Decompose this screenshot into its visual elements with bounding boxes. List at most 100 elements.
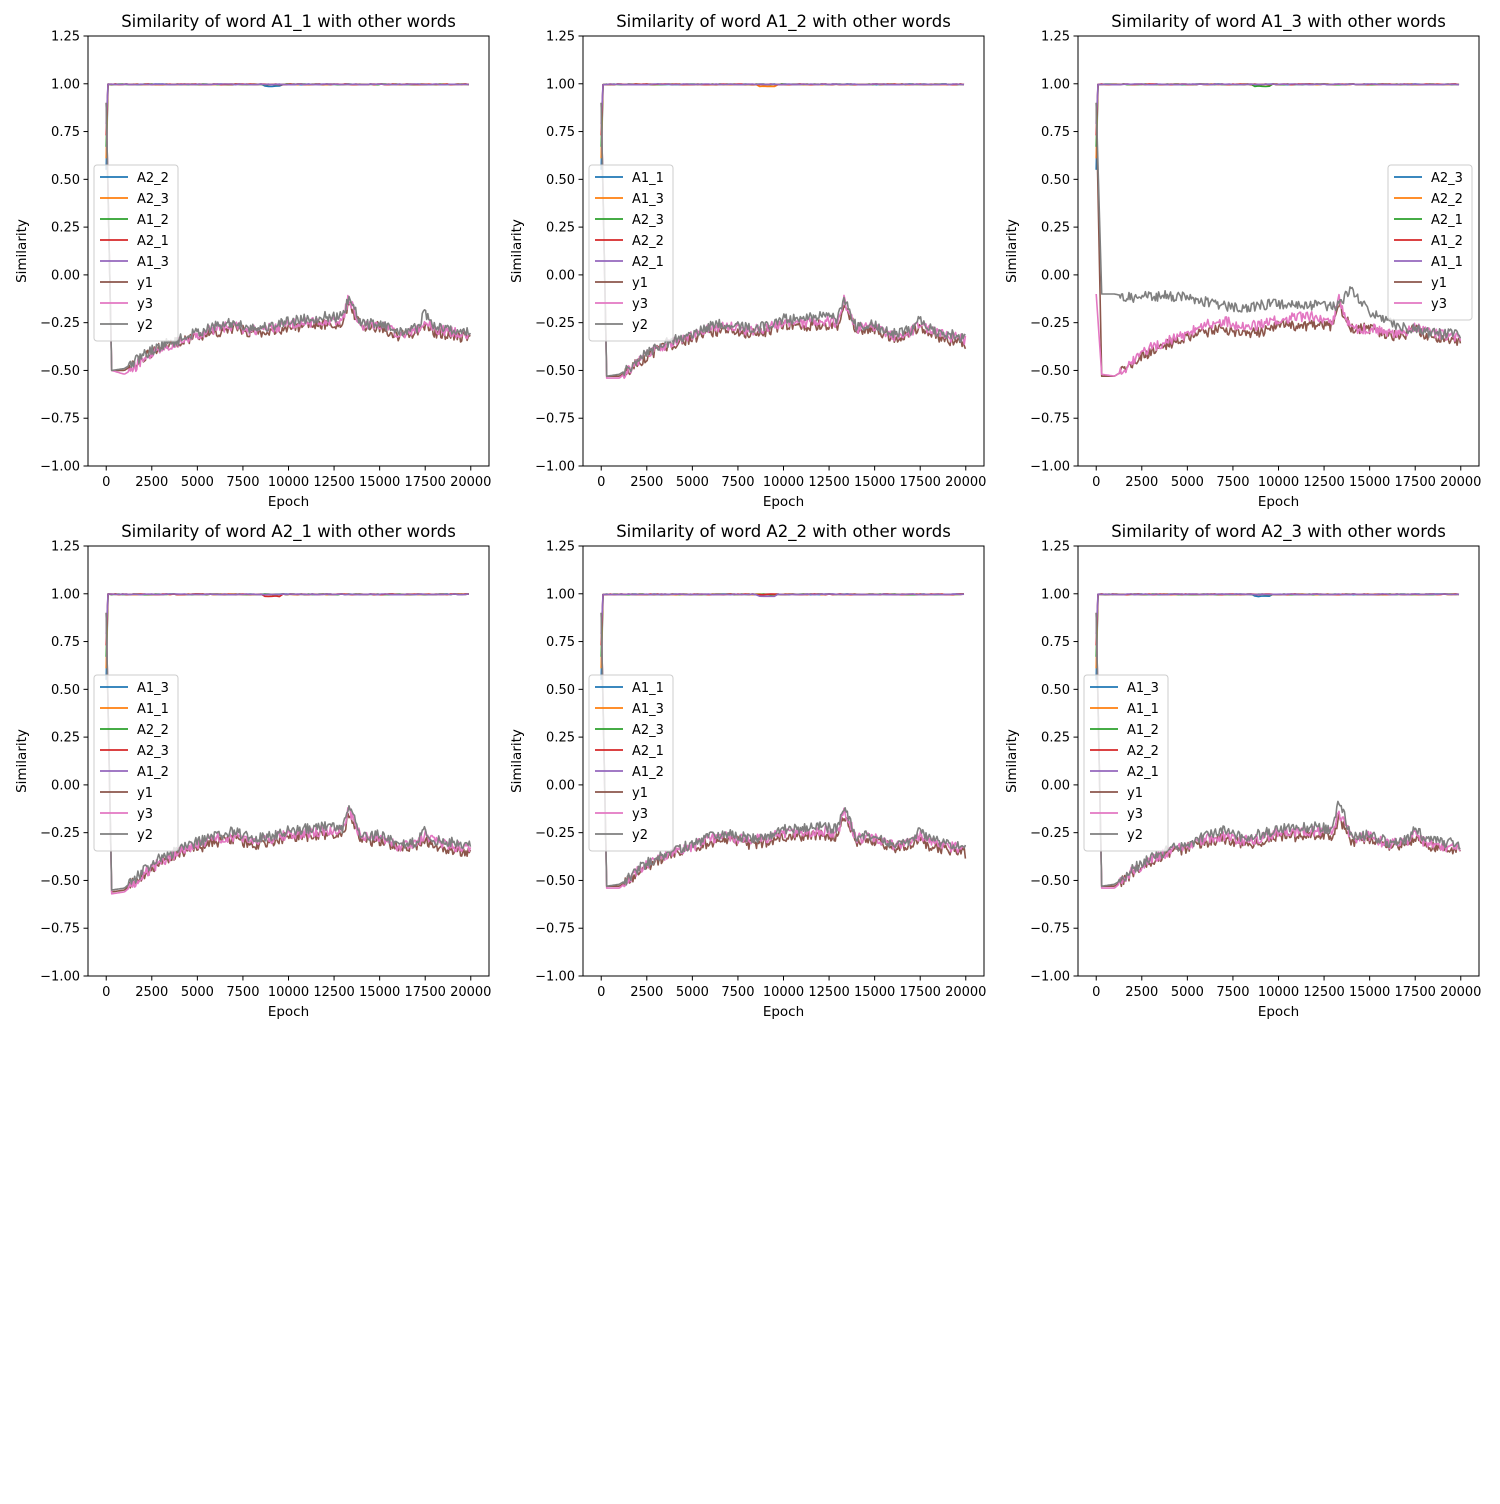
series-line-a2-1 [1095,593,1460,634]
x-tick-label: 17500 [405,985,446,1000]
y-tick-label: 0.75 [1041,635,1070,650]
series-line-a1-3 [105,83,469,124]
legend: A2_2 A2_3 A1_2 A2_1 A1_3 y1 y3 y2 [93,164,179,342]
legend-label: y2 [1127,828,1143,843]
legend: A1_1 A1_3 A2_3 A2_1 A1_2 y1 y3 y2 [588,674,674,852]
legend-label: y1 [137,786,153,801]
series-line-a1-2 [600,593,965,634]
y-tick-label: 0.50 [546,173,575,188]
y-tick-label: −0.25 [40,316,80,331]
x-tick-label: 12500 [808,985,849,1000]
x-tick-label: 17500 [1395,985,1436,1000]
x-tick-label: 20000 [1440,985,1481,1000]
subplot-6: Similarity of word A2_3 with other words… [1004,522,1481,1020]
y-axis-label: Similarity [1004,729,1020,793]
x-tick-label: 17500 [900,475,941,490]
y-tick-label: −0.75 [1030,412,1070,427]
legend-label: y3 [1431,297,1447,312]
series-group [600,83,967,379]
y-tick-label: 0.00 [546,268,575,283]
legend-label: y2 [632,318,648,333]
y-tick-label: 0.25 [546,221,575,236]
y-tick-label: −1.00 [535,460,575,475]
y-tick-label: 0.50 [51,683,80,698]
legend-box [588,164,674,342]
legend-box [588,674,674,852]
x-tick-label: 5000 [676,475,709,490]
legend-label: y1 [137,276,153,291]
series-line-y3 [1095,612,1461,889]
y-tick-label: −0.25 [1030,316,1070,331]
series-line-unlabeled [1095,102,1462,340]
series-group [105,593,472,895]
legend-label: A1_3 [1127,681,1159,696]
x-tick-label: 2500 [135,475,168,490]
y-tick-label: 1.25 [546,30,575,45]
y-axis-label: Similarity [509,219,525,283]
subplot-1: Similarity of word A1_1 with other words… [14,12,491,510]
y-tick-label: 0.00 [51,778,80,793]
y-tick-label: 1.25 [546,540,575,555]
legend-label: A2_3 [632,723,664,738]
y-tick-label: −0.75 [535,412,575,427]
y-tick-label: 1.00 [1041,587,1070,602]
series-line-y2 [600,102,966,377]
legend: A1_1 A1_3 A2_3 A2_2 A2_1 y1 y3 y2 [588,164,674,342]
x-axis-label: Epoch [1258,494,1299,510]
y-tick-label: 0.00 [51,268,80,283]
x-tick-label: 0 [597,985,605,1000]
series-line-y3 [1095,293,1462,377]
y-tick-label: 1.00 [1041,77,1070,92]
y-axis-label: Similarity [14,729,30,793]
x-axis-label: Epoch [763,494,804,510]
y-tick-label: −0.75 [40,412,80,427]
legend-label: y1 [1431,276,1447,291]
series-line-y2 [600,612,967,887]
legend-label: A1_2 [632,765,664,780]
x-tick-label: 2500 [630,475,663,490]
legend-label: A2_2 [632,234,664,249]
chart-title: Similarity of word A1_2 with other words [616,12,951,32]
legend: A2_3 A2_2 A2_1 A1_2 A1_1 y1 y3 [1387,164,1473,321]
y-tick-label: 0.00 [1041,268,1070,283]
y-tick-label: 1.25 [51,540,80,555]
y-tick-label: −1.00 [40,970,80,985]
y-tick-label: 0.25 [546,731,575,746]
y-tick-label: 0.25 [1041,731,1070,746]
subplot-3: Similarity of word A1_3 with other words… [1004,12,1481,510]
legend-label: A2_2 [137,723,169,738]
series-line-y3 [600,102,967,379]
subplot-4: Similarity of word A2_1 with other words… [14,522,491,1020]
x-tick-label: 15000 [854,475,895,490]
legend-label: A1_1 [1431,255,1463,270]
x-tick-label: 5000 [181,985,214,1000]
series-line-a1-1 [1095,83,1460,124]
legend-box [93,674,179,852]
axes-frame [582,545,985,977]
chart-title: Similarity of word A1_1 with other words [121,12,456,32]
x-tick-label: 20000 [1440,475,1481,490]
x-tick-label: 17500 [900,985,941,1000]
series-group [1095,83,1462,377]
axes-frame [1077,545,1480,977]
y-tick-label: −0.25 [40,826,80,841]
y-tick-label: −0.75 [535,922,575,937]
legend-label: A1_3 [137,681,169,696]
legend-label: y1 [632,276,648,291]
x-axis-label: Epoch [763,1004,804,1020]
legend-label: y3 [137,297,153,312]
y-tick-label: −0.25 [535,826,575,841]
legend-label: y2 [137,828,153,843]
series-line-y2 [1095,612,1461,887]
x-axis-label: Epoch [1258,1004,1299,1020]
y-tick-label: −0.50 [535,364,575,379]
axes-frame [582,35,985,467]
legend-label: y2 [137,318,153,333]
y-axis-label: Similarity [14,219,30,283]
x-tick-label: 12500 [1303,985,1344,1000]
legend-label: A1_2 [137,765,169,780]
x-tick-label: 20000 [945,475,986,490]
legend-label: A2_1 [137,234,169,249]
x-tick-label: 15000 [1349,985,1390,1000]
legend-label: A1_1 [1127,702,1159,717]
